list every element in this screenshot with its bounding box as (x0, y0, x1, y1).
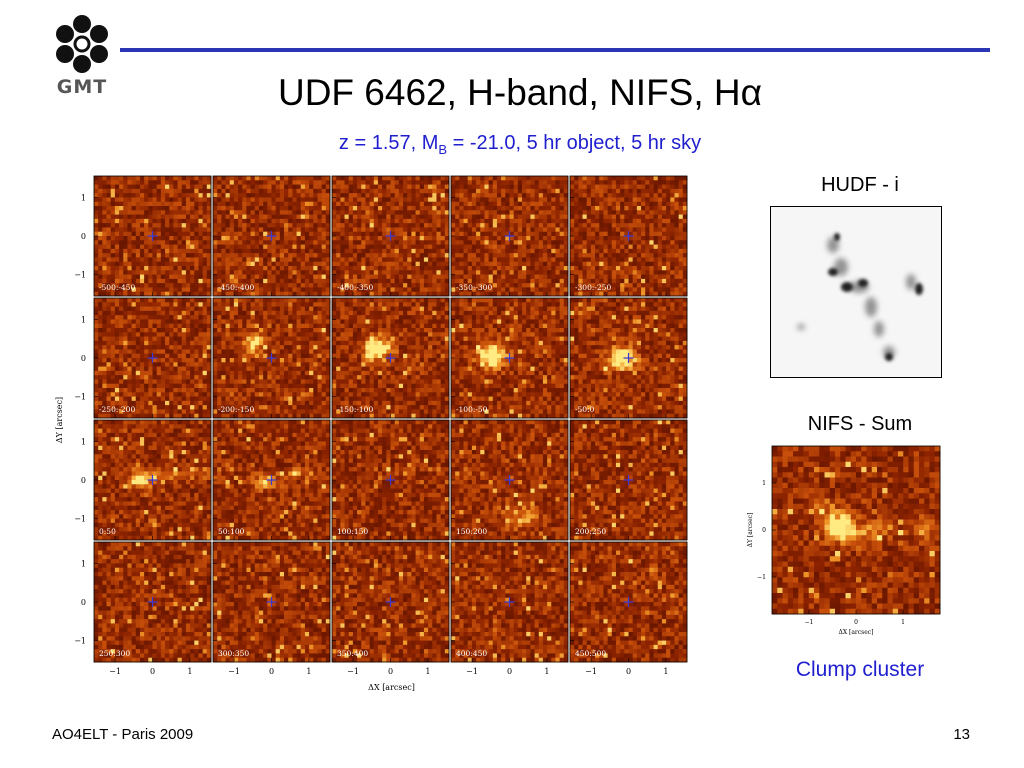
channel-map-panel (332, 298, 450, 419)
x-tick-label: 0 (150, 667, 155, 676)
y-tick-label: 0 (81, 598, 86, 607)
channel-map-panel (94, 420, 212, 541)
x-tick-label: 1 (425, 667, 430, 676)
velocity-range-label: -300:-250 (575, 283, 611, 292)
channel-map-panel (213, 542, 331, 663)
x-tick-label: −1 (109, 667, 121, 676)
title-rule (120, 48, 990, 52)
page-number: 13 (953, 726, 970, 743)
channel-map-panel (213, 420, 331, 541)
channel-map-panel (332, 542, 450, 663)
nifs-x-tick-label: 1 (901, 619, 905, 626)
channel-map-panel (570, 420, 688, 541)
y-tick-label: 0 (81, 232, 86, 241)
slide-title: UDF 6462, H-band, NIFS, Hα (277, 72, 763, 113)
clump-cluster-label: Clump cluster (795, 658, 925, 681)
velocity-range-label: 450:500 (575, 649, 606, 658)
x-tick-label: 0 (626, 667, 631, 676)
nifs-sum-panel (772, 446, 941, 615)
x-tick-label: 1 (663, 667, 668, 676)
y-tick-label: 1 (81, 194, 86, 203)
y-tick-label: −1 (74, 270, 86, 279)
velocity-range-label: 100:150 (337, 527, 368, 536)
hudf-image (770, 206, 942, 378)
velocity-range-label: -200:-150 (218, 405, 254, 414)
channel-map-panel (332, 420, 450, 541)
channel-map-panel (451, 542, 569, 663)
channel-map-panel (213, 298, 331, 419)
velocity-range-label: -450:-400 (218, 283, 254, 292)
y-tick-label: −1 (74, 636, 86, 645)
x-tick-label: 0 (269, 667, 274, 676)
nifs-y-axis-label: ΔY [arcsec] (747, 513, 754, 548)
y-tick-label: 0 (81, 476, 86, 485)
velocity-range-label: 400:450 (456, 649, 487, 658)
x-tick-label: −1 (347, 667, 359, 676)
velocity-range-label: -400:-350 (337, 283, 373, 292)
channel-map-panel (332, 176, 450, 297)
velocity-range-label: -350:-300 (456, 283, 492, 292)
channel-map-panel (451, 420, 569, 541)
channel-map-panel (570, 542, 688, 663)
nifs-y-tick-label: −1 (757, 574, 766, 581)
x-tick-label: 1 (306, 667, 311, 676)
y-tick-label: 0 (81, 354, 86, 363)
velocity-range-label: -500:-450 (99, 283, 135, 292)
channel-map-panel (570, 176, 688, 297)
y-tick-label: −1 (74, 392, 86, 401)
channel-map-panel (94, 298, 212, 419)
slide-subtitle: z = 1.57, MB = -21.0, 5 hr object, 5 hr … (140, 132, 900, 157)
x-tick-label: −1 (466, 667, 478, 676)
footer-conference: AO4ELT - Paris 2009 (52, 726, 194, 743)
channel-map-panel (94, 542, 212, 663)
velocity-range-label: -100:-50 (456, 405, 488, 414)
nifs-label: NIFS - Sum (807, 413, 913, 435)
x-axis-label: ΔX [arcsec] (368, 683, 415, 692)
gmt-logo: GMT (50, 14, 114, 104)
velocity-range-label: 0:50 (99, 527, 116, 536)
velocity-range-label: -150:-100 (337, 405, 373, 414)
x-tick-label: 0 (388, 667, 393, 676)
velocity-range-label: 150:200 (456, 527, 487, 536)
nifs-x-axis-label: ΔX [arcsec] (839, 629, 874, 636)
x-tick-label: −1 (228, 667, 240, 676)
nifs-y-tick-label: 1 (762, 480, 766, 487)
velocity-range-label: 350:400 (337, 649, 368, 658)
subtitle-subscript: B (438, 142, 448, 157)
hudf-label: HUDF - i (821, 174, 899, 196)
channel-map-grid: -500:-450 -450:-400 -400:-350 -350:-300 -300… (55, 175, 688, 692)
channel-map-panel (451, 298, 569, 419)
velocity-range-label: 200:250 (575, 527, 606, 536)
nifs-x-tick-label: 0 (854, 619, 858, 626)
subtitle-suffix: = -21.0, 5 hr object, 5 hr sky (447, 132, 702, 154)
y-tick-label: 1 (81, 560, 86, 569)
channel-map-panel (213, 176, 331, 297)
hudf-galaxy-image (797, 233, 923, 361)
x-tick-label: 0 (507, 667, 512, 676)
nifs-y-tick-label: 0 (762, 527, 766, 534)
channel-map-panel (94, 176, 212, 297)
nifs-x-tick-label: −1 (805, 619, 814, 626)
nifs-sum-map: 1 −1 0 0 −1 1 ΔX [arcsec] ΔY [arcsec] (747, 445, 941, 636)
velocity-range-label: 50:100 (218, 527, 245, 536)
velocity-range-label: -50:0 (575, 405, 595, 414)
y-tick-label: 1 (81, 438, 86, 447)
logo-text: GMT (56, 76, 108, 98)
x-tick-label: 1 (187, 667, 192, 676)
gmt-logo-mark (56, 15, 108, 73)
velocity-range-label: 250:300 (99, 649, 130, 658)
channel-map-panel (451, 176, 569, 297)
y-axis-label: ΔY [arcsec] (55, 397, 64, 443)
x-tick-label: 1 (544, 667, 549, 676)
velocity-range-label: -250:-200 (99, 405, 135, 414)
subtitle-prefix: z = 1.57, M (338, 132, 439, 154)
velocity-range-label: 300:350 (218, 649, 249, 658)
y-tick-label: −1 (74, 514, 86, 523)
channel-map-panel (570, 298, 688, 419)
y-tick-label: 1 (81, 316, 86, 325)
x-tick-label: −1 (585, 667, 597, 676)
